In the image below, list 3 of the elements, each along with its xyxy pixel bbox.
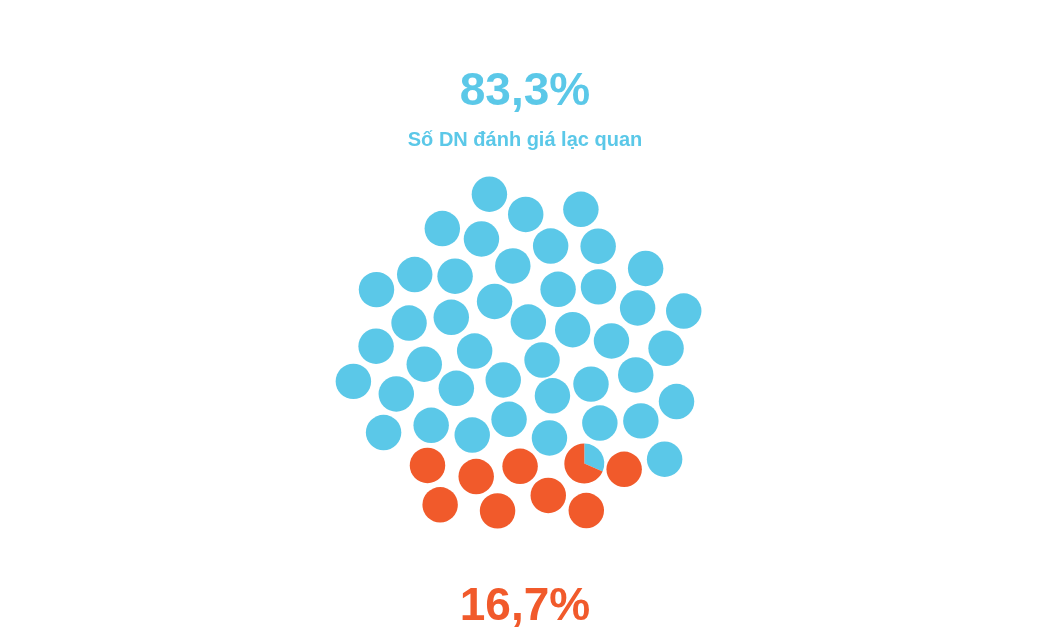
category-label: Số DN đánh giá lạc quan	[407, 128, 643, 150]
data-label: 83,3%	[459, 63, 591, 115]
data-label: 16,7%	[459, 578, 591, 630]
